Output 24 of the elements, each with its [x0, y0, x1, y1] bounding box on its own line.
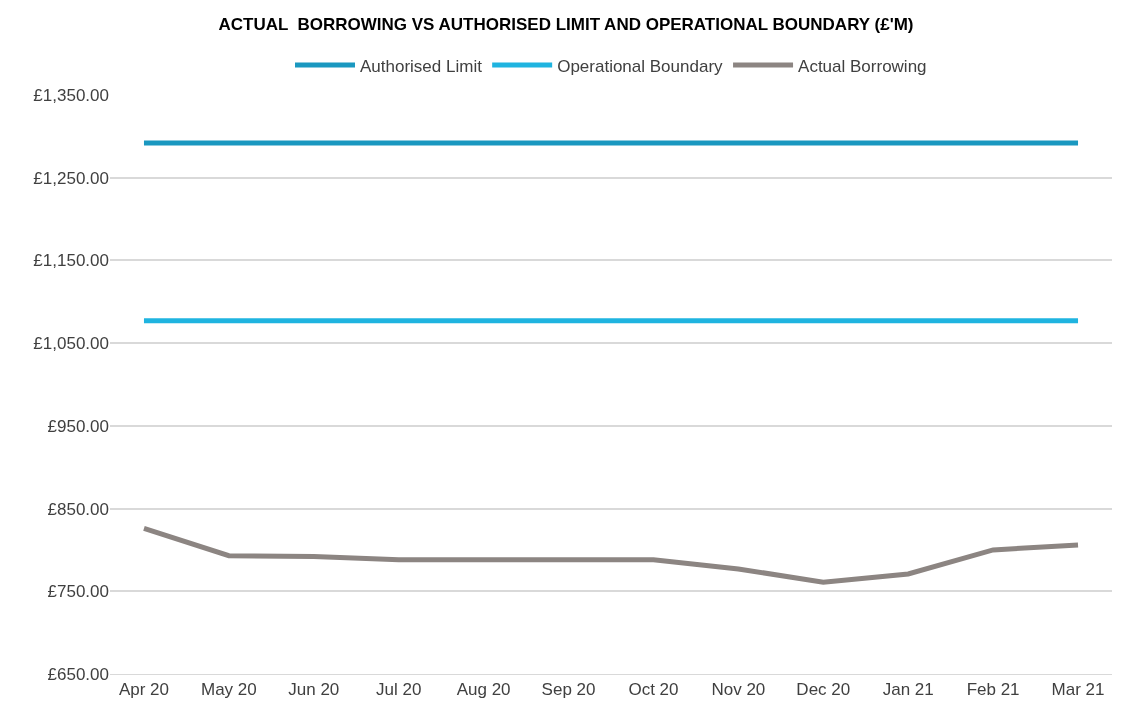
y-tick-label: £1,250.00 [33, 168, 109, 188]
y-tick-label: £1,150.00 [33, 251, 109, 271]
y-tick-label: £650.00 [47, 664, 109, 684]
y-tick-label: £1,350.00 [33, 85, 109, 105]
x-tick-label: May 20 [201, 680, 257, 700]
x-tick-label: Jun 20 [288, 680, 340, 700]
y-tick-label: £950.00 [47, 416, 109, 436]
x-tick-label: Apr 20 [118, 680, 170, 700]
y-tick-label: £850.00 [47, 499, 109, 519]
x-tick-label: Dec 20 [796, 680, 851, 700]
x-tick-label: Oct 20 [628, 680, 679, 700]
x-tick-label: Sep 20 [541, 680, 596, 700]
chart-title: ACTUAL BORROWING VS AUTHORISED LIMIT AND OPERATIONAL BOUNDARY (£'M) [218, 14, 914, 34]
x-tick-label: Aug 20 [456, 680, 511, 700]
legend-label: Operational Boundary [557, 56, 724, 76]
x-tick-label: Nov 20 [711, 680, 766, 700]
legend-label: Authorised Limit [360, 56, 483, 76]
y-tick-label: £750.00 [47, 582, 109, 602]
legend-label: Actual Borrowing [798, 56, 927, 76]
x-tick-label: Mar 21 [1051, 680, 1105, 700]
x-tick-label: Jul 20 [376, 680, 422, 700]
x-tick-label: Feb 21 [966, 680, 1020, 700]
x-tick-label: Jan 21 [882, 680, 934, 700]
y-tick-label: £1,050.00 [33, 334, 109, 354]
